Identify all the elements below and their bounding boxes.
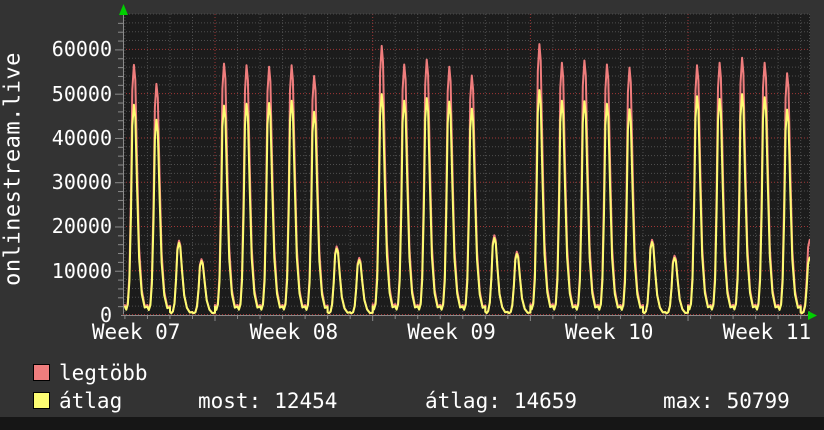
stat-most: most: 12454 [198, 390, 337, 412]
legend-swatch-atlag [33, 392, 50, 409]
stat-max: max: 50799 [663, 390, 790, 412]
legend-label-atlag: átlag [59, 389, 123, 413]
stat-most-value: 12454 [274, 389, 338, 413]
stat-most-label: most: [198, 389, 262, 413]
stat-max-label: max: [663, 389, 714, 413]
stat-atlag-value: 14659 [513, 389, 578, 413]
stat-max-value: 50799 [726, 389, 790, 413]
legend-label-legtobb: legtöbb [59, 361, 148, 385]
legend-swatch-legtobb [33, 364, 50, 381]
stat-atlag-label: átlag: [425, 389, 501, 413]
y-axis-title: onlinestream.live [0, 52, 26, 286]
stat-atlag: átlag: 14659 [425, 390, 577, 412]
bottom-bar [0, 417, 824, 430]
